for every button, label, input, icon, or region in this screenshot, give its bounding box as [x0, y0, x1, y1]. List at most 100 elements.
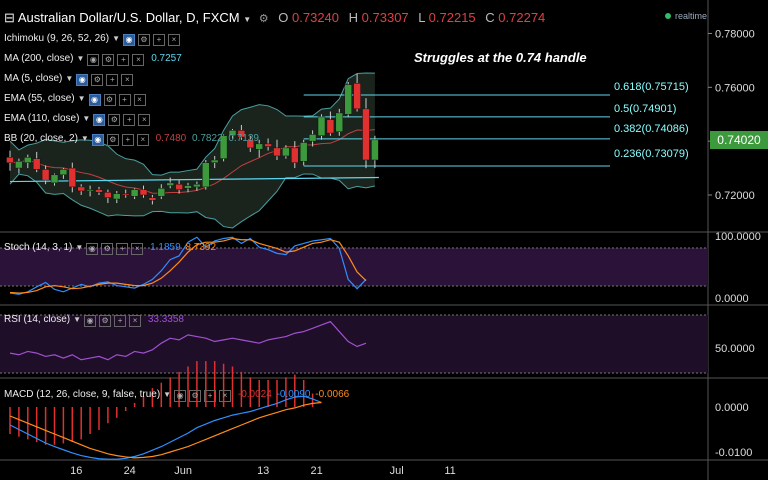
candle	[308, 130, 317, 147]
x-tick-label: 13	[257, 465, 269, 477]
macd-signal-value: -0.0066	[315, 389, 350, 400]
settings-icon[interactable]: ⚙	[258, 13, 269, 25]
caret-icon[interactable]: ▼	[82, 114, 91, 123]
candle	[113, 190, 121, 204]
add-icon[interactable]: +	[204, 390, 217, 402]
caret-icon[interactable]: ▼	[73, 315, 82, 324]
candle-body	[326, 119, 335, 134]
caret-icon[interactable]: ▼	[76, 54, 85, 63]
settings-icon[interactable]: ⚙	[91, 74, 104, 86]
indicator-label: MA (5, close)	[4, 73, 63, 84]
candle-body	[24, 157, 32, 163]
caret-icon[interactable]: ▼	[163, 390, 172, 399]
candle-body	[291, 147, 299, 163]
eye-icon[interactable]: ◉	[84, 315, 97, 327]
x-tick-label: 21	[310, 465, 322, 477]
add-icon[interactable]: +	[121, 134, 134, 146]
candle-body	[68, 167, 77, 188]
settings-icon[interactable]: ⚙	[106, 134, 119, 146]
low-label: L	[418, 10, 426, 25]
bb-lower-line	[9, 173, 375, 229]
indicator-ema55[interactable]: EMA (55, close) ▼ ◉ ⚙ + ×	[4, 92, 146, 106]
realtime-label: realtime	[675, 11, 708, 21]
settings-icon[interactable]: ⚙	[108, 114, 121, 126]
add-icon[interactable]: +	[114, 315, 127, 327]
eye-icon[interactable]: ◉	[122, 34, 135, 46]
symbol-caret-icon[interactable]: ▼	[243, 15, 252, 24]
pane-macd-header[interactable]: MACD (12, 26, close, 9, false, true) ▼ ◉ ⚙ +…	[4, 388, 349, 402]
high-label: H	[348, 10, 359, 25]
add-icon[interactable]: +	[116, 243, 129, 255]
settings-icon[interactable]: ⚙	[137, 34, 150, 46]
settings-icon[interactable]: ⚙	[102, 54, 115, 66]
candle	[175, 180, 183, 194]
candle	[121, 189, 130, 198]
eye-icon[interactable]: ◉	[76, 74, 89, 86]
add-icon[interactable]: +	[152, 34, 165, 46]
add-icon[interactable]: +	[118, 94, 131, 106]
candle	[246, 135, 255, 152]
remove-icon[interactable]: ×	[136, 134, 149, 146]
caret-icon[interactable]: ▼	[75, 243, 84, 252]
indicator-ma200[interactable]: MA (200, close) ▼ ◉ ⚙ + × 0.7257	[4, 52, 182, 66]
candle-body	[130, 189, 139, 197]
indicator-bb[interactable]: BB (20, close, 2) ▼ ◉ ⚙ + × 0.7480 0.7822 0.7…	[4, 132, 259, 146]
remove-icon[interactable]: ×	[132, 54, 145, 66]
remove-icon[interactable]: ×	[131, 243, 144, 255]
caret-icon[interactable]: ▼	[80, 134, 89, 143]
pane-rsi-header[interactable]: RSI (14, close) ▼ ◉ ⚙ + × 33.3358	[4, 313, 184, 327]
symbol-title[interactable]: Australian Dollar/U.S. Dollar, D, FXCM	[17, 10, 240, 25]
candle-body	[371, 139, 379, 161]
remove-icon[interactable]: ×	[129, 315, 142, 327]
eye-icon[interactable]: ◉	[174, 390, 187, 402]
remove-icon[interactable]: ×	[138, 114, 151, 126]
settings-icon[interactable]: ⚙	[189, 390, 202, 402]
candle	[326, 111, 335, 136]
eye-icon[interactable]: ◉	[93, 114, 106, 126]
add-icon[interactable]: +	[106, 74, 119, 86]
settings-icon[interactable]: ⚙	[99, 315, 112, 327]
close-value: 0.72274	[498, 10, 546, 25]
candle	[130, 188, 139, 200]
add-icon[interactable]: +	[123, 114, 136, 126]
candle	[353, 73, 361, 112]
pane-stoch-header[interactable]: Stoch (14, 3, 1) ▼ ◉ ⚙ + × 1.1859 8.7392	[4, 241, 216, 255]
realtime-indicator: realtime	[665, 11, 707, 21]
eye-icon[interactable]: ◉	[87, 54, 100, 66]
candle-body	[273, 147, 281, 157]
candle	[41, 165, 50, 185]
bb-lower-value: 0.7139	[228, 133, 259, 144]
remove-icon[interactable]: ×	[133, 94, 146, 106]
last-price-badge: 0.74020	[710, 131, 768, 149]
collapse-icon[interactable]: ⊟	[4, 10, 15, 25]
candle-body	[335, 112, 344, 132]
stoch-k-value: 1.1859	[150, 242, 181, 253]
caret-icon[interactable]: ▼	[112, 34, 120, 43]
candle-body	[202, 162, 210, 188]
eye-icon[interactable]: ◉	[91, 134, 104, 146]
indicator-ema110[interactable]: EMA (110, close) ▼ ◉ ⚙ + ×	[4, 112, 151, 126]
indicator-label: MACD (12, 26, close, 9, false, true)	[4, 389, 161, 400]
settings-icon[interactable]: ⚙	[101, 243, 114, 255]
candle-body	[210, 159, 219, 163]
add-icon[interactable]: +	[117, 54, 130, 66]
remove-icon[interactable]: ×	[167, 34, 180, 46]
candle-body	[59, 169, 68, 176]
candle	[228, 129, 237, 139]
caret-icon[interactable]: ▼	[77, 94, 86, 103]
remove-icon[interactable]: ×	[121, 74, 134, 86]
macd-axis-label: 0.0000	[715, 402, 749, 414]
candle	[317, 114, 326, 140]
rsi-band	[0, 315, 708, 373]
stoch-k-line	[9, 236, 367, 295]
eye-icon[interactable]: ◉	[88, 94, 101, 106]
eye-icon[interactable]: ◉	[86, 243, 99, 255]
caret-icon[interactable]: ▼	[65, 74, 74, 83]
indicator-ichimoku[interactable]: Ichimoku (9, 26, 52, 26) ▼ ◉ ⚙ + ×	[4, 32, 180, 46]
indicator-ma5[interactable]: MA (5, close) ▼ ◉ ⚙ + ×	[4, 72, 134, 86]
candle-body	[228, 130, 237, 137]
remove-icon[interactable]: ×	[219, 390, 232, 402]
settings-icon[interactable]: ⚙	[103, 94, 116, 106]
annotation-text: Struggles at the 0.74 handle	[414, 50, 587, 65]
bb-band-fill	[10, 72, 375, 228]
